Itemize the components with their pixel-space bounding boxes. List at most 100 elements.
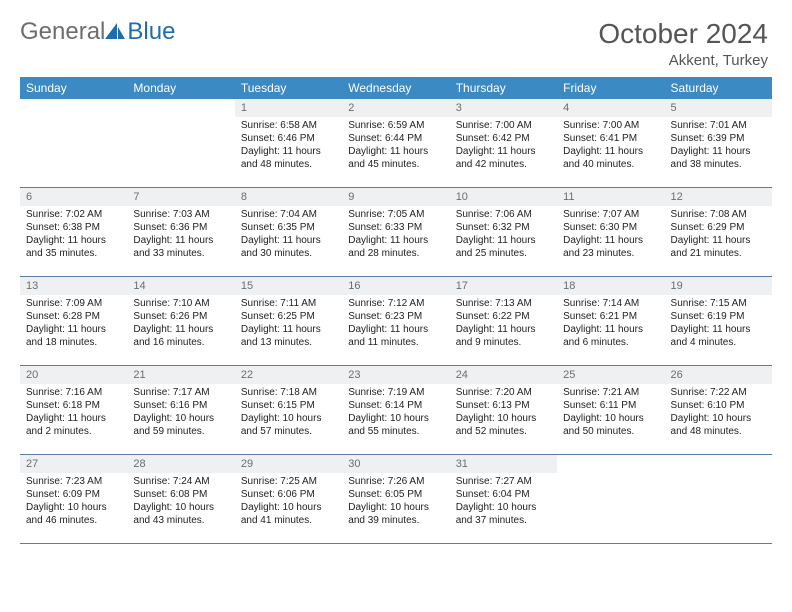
day-number: 22 xyxy=(235,366,342,384)
day-details: Sunrise: 7:09 AMSunset: 6:28 PMDaylight:… xyxy=(20,295,127,353)
sunset-line: Sunset: 6:23 PM xyxy=(348,310,443,323)
calendar-day-cell: 27Sunrise: 7:23 AMSunset: 6:09 PMDayligh… xyxy=(20,455,127,544)
day-details: Sunrise: 7:08 AMSunset: 6:29 PMDaylight:… xyxy=(665,206,772,264)
sunrise-line: Sunrise: 7:22 AM xyxy=(671,386,766,399)
calendar-week-row: 6Sunrise: 7:02 AMSunset: 6:38 PMDaylight… xyxy=(20,188,772,277)
sunset-line: Sunset: 6:38 PM xyxy=(26,221,121,234)
daylight-line: Daylight: 10 hours and 43 minutes. xyxy=(133,501,228,527)
day-details: Sunrise: 7:04 AMSunset: 6:35 PMDaylight:… xyxy=(235,206,342,264)
calendar-day-cell: 26Sunrise: 7:22 AMSunset: 6:10 PMDayligh… xyxy=(665,366,772,455)
day-number: 30 xyxy=(342,455,449,473)
day-number: 21 xyxy=(127,366,234,384)
calendar-day-cell: 23Sunrise: 7:19 AMSunset: 6:14 PMDayligh… xyxy=(342,366,449,455)
daylight-line: Daylight: 10 hours and 46 minutes. xyxy=(26,501,121,527)
calendar-day-cell: 10Sunrise: 7:06 AMSunset: 6:32 PMDayligh… xyxy=(450,188,557,277)
daylight-line: Daylight: 11 hours and 11 minutes. xyxy=(348,323,443,349)
daylight-line: Daylight: 11 hours and 13 minutes. xyxy=(241,323,336,349)
day-details: Sunrise: 7:19 AMSunset: 6:14 PMDaylight:… xyxy=(342,384,449,442)
sunrise-line: Sunrise: 7:11 AM xyxy=(241,297,336,310)
calendar-week-row: 27Sunrise: 7:23 AMSunset: 6:09 PMDayligh… xyxy=(20,455,772,544)
calendar-day-cell: 29Sunrise: 7:25 AMSunset: 6:06 PMDayligh… xyxy=(235,455,342,544)
daylight-line: Daylight: 11 hours and 35 minutes. xyxy=(26,234,121,260)
day-details: Sunrise: 7:20 AMSunset: 6:13 PMDaylight:… xyxy=(450,384,557,442)
calendar-day-cell: 17Sunrise: 7:13 AMSunset: 6:22 PMDayligh… xyxy=(450,277,557,366)
day-details: Sunrise: 7:13 AMSunset: 6:22 PMDaylight:… xyxy=(450,295,557,353)
calendar-day-cell xyxy=(557,455,664,544)
sunrise-line: Sunrise: 7:17 AM xyxy=(133,386,228,399)
sunset-line: Sunset: 6:26 PM xyxy=(133,310,228,323)
calendar-day-cell: 1Sunrise: 6:58 AMSunset: 6:46 PMDaylight… xyxy=(235,99,342,188)
daylight-line: Daylight: 10 hours and 52 minutes. xyxy=(456,412,551,438)
sunset-line: Sunset: 6:05 PM xyxy=(348,488,443,501)
day-details: Sunrise: 6:59 AMSunset: 6:44 PMDaylight:… xyxy=(342,117,449,175)
weekday-header: Monday xyxy=(127,77,234,99)
sunrise-line: Sunrise: 7:02 AM xyxy=(26,208,121,221)
day-details: Sunrise: 7:25 AMSunset: 6:06 PMDaylight:… xyxy=(235,473,342,531)
sunset-line: Sunset: 6:09 PM xyxy=(26,488,121,501)
sunrise-line: Sunrise: 7:27 AM xyxy=(456,475,551,488)
calendar-week-row: 20Sunrise: 7:16 AMSunset: 6:18 PMDayligh… xyxy=(20,366,772,455)
day-number: 15 xyxy=(235,277,342,295)
header: General Blue October 2024 Akkent, Turkey xyxy=(20,18,772,69)
sunset-line: Sunset: 6:30 PM xyxy=(563,221,658,234)
day-details: Sunrise: 7:12 AMSunset: 6:23 PMDaylight:… xyxy=(342,295,449,353)
day-number: 14 xyxy=(127,277,234,295)
day-number: 20 xyxy=(20,366,127,384)
calendar-day-cell: 30Sunrise: 7:26 AMSunset: 6:05 PMDayligh… xyxy=(342,455,449,544)
daylight-line: Daylight: 10 hours and 59 minutes. xyxy=(133,412,228,438)
daylight-line: Daylight: 11 hours and 45 minutes. xyxy=(348,145,443,171)
day-number: 17 xyxy=(450,277,557,295)
sunrise-line: Sunrise: 7:09 AM xyxy=(26,297,121,310)
day-details: Sunrise: 7:06 AMSunset: 6:32 PMDaylight:… xyxy=(450,206,557,264)
daylight-line: Daylight: 11 hours and 16 minutes. xyxy=(133,323,228,349)
calendar-day-cell xyxy=(127,99,234,188)
day-number: 12 xyxy=(665,188,772,206)
sunrise-line: Sunrise: 7:06 AM xyxy=(456,208,551,221)
daylight-line: Daylight: 10 hours and 37 minutes. xyxy=(456,501,551,527)
day-number: 26 xyxy=(665,366,772,384)
calendar-day-cell: 14Sunrise: 7:10 AMSunset: 6:26 PMDayligh… xyxy=(127,277,234,366)
sunrise-line: Sunrise: 7:00 AM xyxy=(456,119,551,132)
weekday-header: Sunday xyxy=(20,77,127,99)
weekday-header: Wednesday xyxy=(342,77,449,99)
day-details: Sunrise: 7:00 AMSunset: 6:41 PMDaylight:… xyxy=(557,117,664,175)
day-number: 1 xyxy=(235,99,342,117)
day-details: Sunrise: 7:02 AMSunset: 6:38 PMDaylight:… xyxy=(20,206,127,264)
day-number: 23 xyxy=(342,366,449,384)
day-number: 24 xyxy=(450,366,557,384)
daylight-line: Daylight: 11 hours and 2 minutes. xyxy=(26,412,121,438)
day-number: 7 xyxy=(127,188,234,206)
weekday-header: Saturday xyxy=(665,77,772,99)
calendar-day-cell: 6Sunrise: 7:02 AMSunset: 6:38 PMDaylight… xyxy=(20,188,127,277)
calendar-day-cell: 7Sunrise: 7:03 AMSunset: 6:36 PMDaylight… xyxy=(127,188,234,277)
sunset-line: Sunset: 6:19 PM xyxy=(671,310,766,323)
day-details: Sunrise: 7:10 AMSunset: 6:26 PMDaylight:… xyxy=(127,295,234,353)
sunset-line: Sunset: 6:36 PM xyxy=(133,221,228,234)
day-details: Sunrise: 7:15 AMSunset: 6:19 PMDaylight:… xyxy=(665,295,772,353)
calendar-day-cell: 4Sunrise: 7:00 AMSunset: 6:41 PMDaylight… xyxy=(557,99,664,188)
sunrise-line: Sunrise: 6:59 AM xyxy=(348,119,443,132)
calendar-day-cell: 5Sunrise: 7:01 AMSunset: 6:39 PMDaylight… xyxy=(665,99,772,188)
sunset-line: Sunset: 6:32 PM xyxy=(456,221,551,234)
sunset-line: Sunset: 6:22 PM xyxy=(456,310,551,323)
sunset-line: Sunset: 6:15 PM xyxy=(241,399,336,412)
weekday-header: Thursday xyxy=(450,77,557,99)
month-title: October 2024 xyxy=(598,18,768,50)
calendar-day-cell: 8Sunrise: 7:04 AMSunset: 6:35 PMDaylight… xyxy=(235,188,342,277)
location-subtitle: Akkent, Turkey xyxy=(598,52,768,69)
sunrise-line: Sunrise: 7:05 AM xyxy=(348,208,443,221)
calendar-day-cell: 28Sunrise: 7:24 AMSunset: 6:08 PMDayligh… xyxy=(127,455,234,544)
calendar-day-cell: 22Sunrise: 7:18 AMSunset: 6:15 PMDayligh… xyxy=(235,366,342,455)
sunrise-line: Sunrise: 7:19 AM xyxy=(348,386,443,399)
sunrise-line: Sunrise: 7:04 AM xyxy=(241,208,336,221)
sunset-line: Sunset: 6:44 PM xyxy=(348,132,443,145)
calendar-day-cell: 24Sunrise: 7:20 AMSunset: 6:13 PMDayligh… xyxy=(450,366,557,455)
sunset-line: Sunset: 6:14 PM xyxy=(348,399,443,412)
day-details: Sunrise: 7:07 AMSunset: 6:30 PMDaylight:… xyxy=(557,206,664,264)
day-number: 13 xyxy=(20,277,127,295)
daylight-line: Daylight: 11 hours and 9 minutes. xyxy=(456,323,551,349)
day-details: Sunrise: 7:22 AMSunset: 6:10 PMDaylight:… xyxy=(665,384,772,442)
day-details: Sunrise: 7:18 AMSunset: 6:15 PMDaylight:… xyxy=(235,384,342,442)
calendar-day-cell: 31Sunrise: 7:27 AMSunset: 6:04 PMDayligh… xyxy=(450,455,557,544)
weekday-header: Friday xyxy=(557,77,664,99)
